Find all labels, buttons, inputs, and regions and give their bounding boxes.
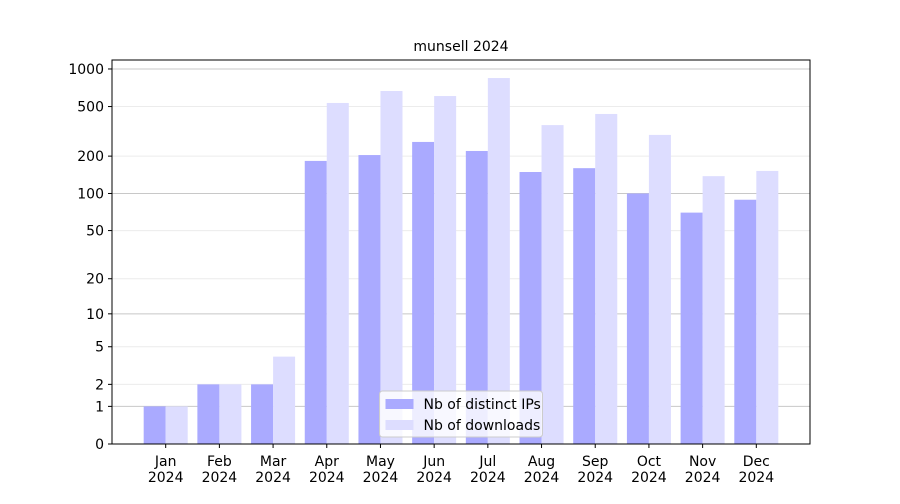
legend-label: Nb of downloads bbox=[424, 418, 541, 434]
y-tick-label: 100 bbox=[77, 186, 104, 202]
bar bbox=[734, 199, 757, 444]
legend-label: Nb of distinct IPs bbox=[424, 397, 541, 413]
legend-box bbox=[379, 390, 543, 438]
y-tick-label: 200 bbox=[77, 149, 104, 165]
bar bbox=[219, 384, 242, 444]
bar bbox=[756, 170, 779, 444]
legend: Nb of distinct IPs Nb of downloads bbox=[379, 390, 543, 438]
x-tick-label: Nov 2024 bbox=[685, 454, 721, 486]
bar bbox=[487, 78, 510, 444]
bar bbox=[434, 96, 457, 445]
bar bbox=[251, 384, 274, 444]
y-tick-label: 5 bbox=[95, 340, 104, 356]
y-tick-label: 0 bbox=[95, 437, 104, 453]
chart-title: munsell 2024 bbox=[413, 39, 508, 55]
bar bbox=[358, 155, 381, 445]
y-tick-label: 20 bbox=[86, 272, 104, 288]
bar bbox=[304, 160, 327, 444]
bar bbox=[143, 406, 166, 444]
bar bbox=[573, 168, 596, 445]
bar bbox=[702, 176, 725, 444]
x-tick-label: May 2024 bbox=[363, 454, 399, 486]
bar bbox=[519, 172, 542, 444]
x-tick-label: Sep 2024 bbox=[577, 454, 613, 486]
y-tick-label: 500 bbox=[77, 100, 104, 116]
x-tick-label: Mar 2024 bbox=[255, 454, 291, 486]
bar bbox=[273, 356, 296, 444]
x-tick-label: Aug 2024 bbox=[524, 454, 560, 486]
x-tick-label: Jul 2024 bbox=[470, 454, 506, 486]
legend-swatch bbox=[385, 399, 414, 409]
bar bbox=[541, 125, 564, 444]
x-tick-label: Feb 2024 bbox=[202, 454, 238, 486]
y-tick-label: 10 bbox=[86, 307, 104, 323]
bar bbox=[648, 134, 671, 444]
x-tick-label: Jan 2024 bbox=[148, 454, 184, 486]
bar bbox=[326, 102, 349, 444]
bar bbox=[626, 193, 649, 444]
x-tick-label: Dec 2024 bbox=[738, 454, 774, 486]
bar bbox=[465, 150, 488, 445]
bar bbox=[595, 113, 618, 444]
legend-swatch bbox=[385, 420, 414, 430]
bar bbox=[412, 141, 435, 444]
bar bbox=[165, 406, 188, 444]
y-tick-label: 1000 bbox=[68, 62, 104, 78]
plot-frame bbox=[111, 59, 811, 445]
bar bbox=[680, 212, 703, 444]
x-tick-label: Apr 2024 bbox=[309, 454, 345, 486]
y-tick-label: 1 bbox=[95, 399, 104, 415]
bar bbox=[197, 384, 220, 444]
x-tick-label: Jun 2024 bbox=[416, 454, 452, 486]
bar bbox=[380, 91, 403, 444]
y-tick-label: 2 bbox=[95, 377, 104, 393]
y-tick-label: 50 bbox=[86, 224, 104, 240]
x-tick-label: Oct 2024 bbox=[631, 454, 667, 486]
